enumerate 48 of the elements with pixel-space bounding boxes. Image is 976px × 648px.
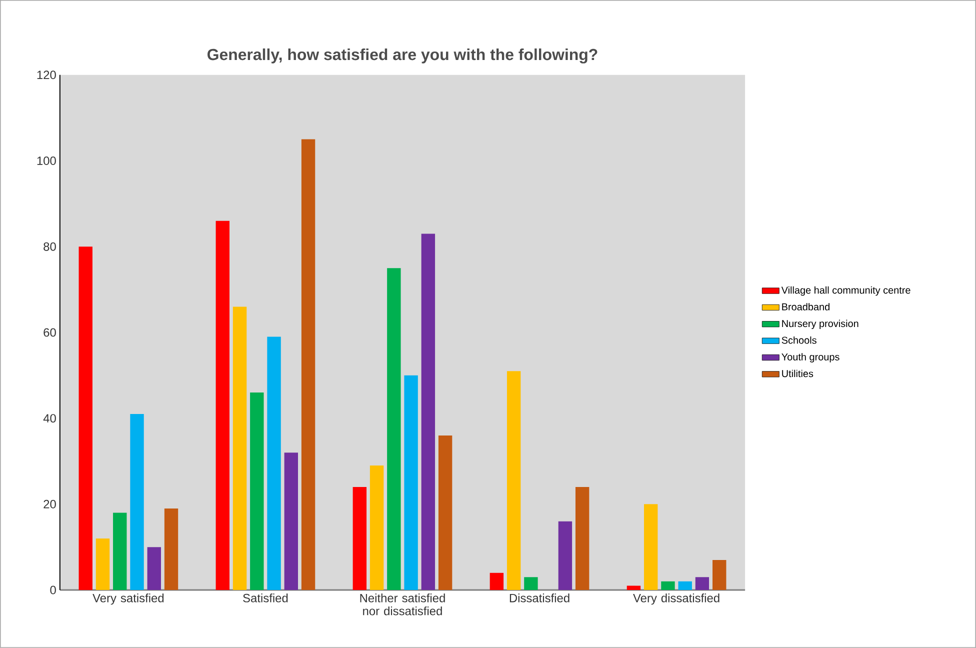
bar (421, 234, 436, 590)
bar (96, 538, 110, 590)
bar (113, 512, 127, 590)
bar (267, 336, 281, 590)
y-tick-label: 120 (37, 70, 56, 80)
y-tick-label: 100 (37, 156, 56, 166)
x-tick-label: Very dissatisfied (633, 594, 720, 605)
bar (130, 414, 144, 590)
x-tick-label: Very satisfied (92, 594, 164, 605)
bar (301, 139, 316, 590)
bar (678, 581, 692, 590)
y-tick-label: 40 (43, 414, 56, 423)
legend-label: Village hall community centre (781, 286, 910, 296)
bar (352, 487, 367, 590)
bar (438, 436, 452, 590)
bar (524, 577, 538, 590)
bar (626, 586, 641, 590)
legend-label: Utilities (782, 370, 814, 378)
bar (506, 371, 521, 590)
chart-title: Generally, how satisfied are you with the following? (208, 48, 598, 64)
legend-label: Broadband (782, 303, 830, 310)
x-tick-label: Dissatisfied (510, 594, 570, 602)
legend-label: Youth groups (782, 353, 840, 362)
bar (490, 572, 504, 590)
bar (370, 466, 384, 590)
y-tick-label: 0 (50, 586, 56, 594)
bar (404, 375, 418, 590)
y-tick-label: 80 (44, 242, 56, 251)
x-tick-label: Satisfied (243, 594, 288, 602)
bar (644, 504, 658, 590)
y-tick-label: 60 (44, 328, 56, 337)
bar (387, 268, 401, 590)
bar (284, 452, 298, 590)
legend-label: Nursery provision (782, 320, 858, 330)
bar (164, 508, 178, 590)
bar (661, 581, 675, 590)
bar (216, 220, 230, 590)
legend-label: Schools (782, 336, 816, 344)
bar (695, 577, 710, 590)
y-tick-label: 20 (44, 500, 56, 508)
x-tick-label: Neither satisfied nor dissatisfied (360, 594, 445, 616)
bar (250, 392, 264, 590)
bar (147, 547, 161, 590)
bar (712, 560, 726, 590)
bar (558, 521, 572, 590)
bar (232, 306, 247, 590)
bar (78, 246, 92, 590)
bar (575, 487, 590, 590)
